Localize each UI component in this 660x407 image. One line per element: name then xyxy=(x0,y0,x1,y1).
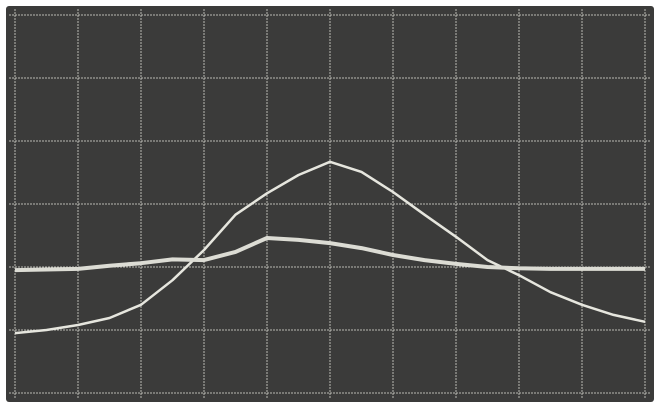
trace xyxy=(14,236,645,273)
trace xyxy=(14,160,646,335)
